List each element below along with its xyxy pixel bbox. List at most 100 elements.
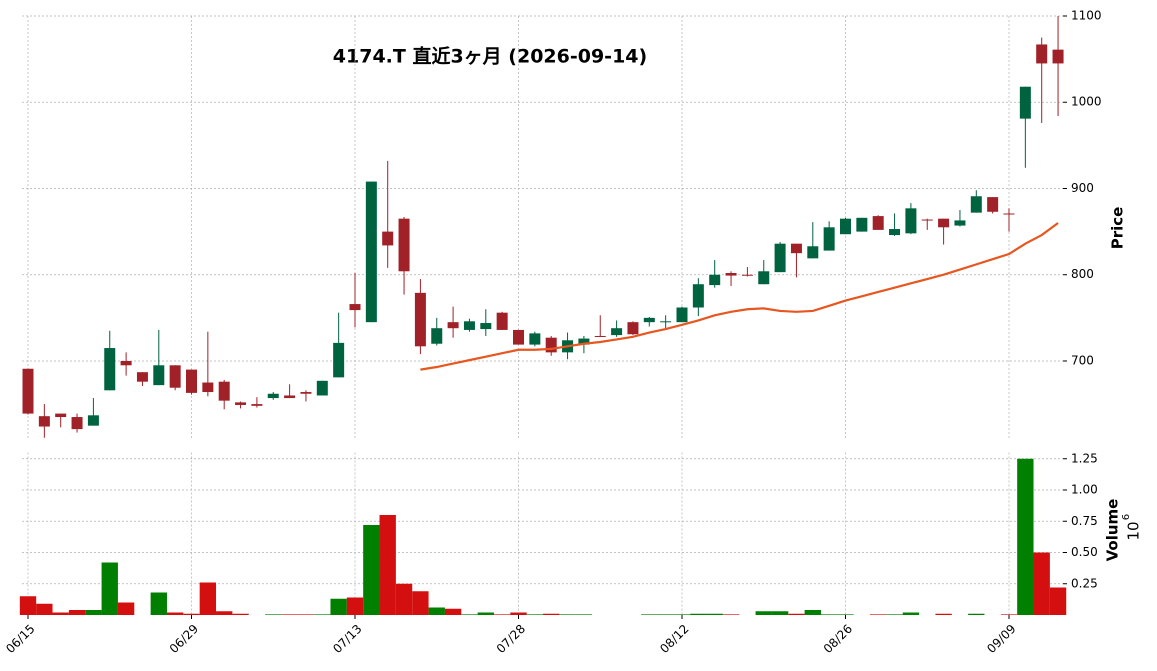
candle-body (938, 218, 950, 228)
candle-body (954, 220, 966, 226)
y-tick-label: 700 (1071, 353, 1094, 367)
candle-body (660, 321, 672, 323)
candle-body (856, 217, 868, 232)
volume-bar (755, 611, 772, 615)
candle-body (463, 321, 475, 330)
candle-body (153, 365, 165, 386)
candle-body (480, 323, 492, 330)
candle-body (1052, 49, 1064, 64)
y-tick-label: 1.25 (1071, 451, 1098, 465)
y-tick-label: 900 (1071, 181, 1094, 195)
y-tick-label: 800 (1071, 267, 1094, 281)
volume-bar (428, 607, 445, 615)
volume-bar (36, 603, 53, 615)
y-tick-label: 1.00 (1071, 483, 1098, 497)
volume-bar (1033, 552, 1050, 615)
x-tick-label: 06/29 (167, 622, 201, 656)
x-tick-label: 08/12 (657, 622, 691, 656)
candle-body (38, 416, 50, 427)
candle-body (709, 274, 721, 286)
candle-body (398, 218, 410, 272)
candle-body (578, 338, 590, 345)
y-tick-label: 1100 (1071, 9, 1102, 23)
candle-body (627, 322, 639, 335)
candle-body (872, 216, 884, 230)
volume-bar (150, 592, 167, 615)
volume-bar (232, 613, 249, 615)
candle-body (235, 402, 247, 405)
y-tick-label: 0.25 (1071, 576, 1098, 590)
candle-body (676, 307, 688, 323)
volume-bar (771, 611, 789, 615)
chart-title: 4174.T 直近3ヶ月 (2026-09-14) (333, 45, 647, 68)
candle-body (284, 395, 296, 399)
volume-bar (85, 610, 102, 615)
candle-body (741, 274, 753, 276)
x-tick-label: 06/15 (3, 622, 37, 656)
candle-body (333, 342, 345, 378)
volume-bar (477, 612, 494, 615)
candle-body (267, 393, 279, 399)
candle-body (692, 284, 704, 308)
x-tick-label: 07/13 (330, 622, 364, 656)
volume-bar (216, 611, 233, 615)
y-tick-label: 0.75 (1071, 514, 1098, 528)
volume-bar (444, 608, 462, 615)
volume-bar (1049, 587, 1067, 615)
candle-body (758, 271, 770, 285)
volume-bar (788, 613, 805, 615)
volume-bar (461, 614, 478, 615)
candle-body (807, 246, 819, 259)
volume-bar (363, 525, 380, 615)
volume-bar (493, 614, 511, 615)
volume-bar (902, 612, 920, 615)
volume-bar (166, 612, 184, 615)
candle-body (202, 382, 214, 393)
volume-bar (101, 562, 118, 615)
volume-bar (19, 596, 37, 615)
volume-bar (379, 515, 396, 615)
candle-body (120, 360, 132, 366)
volume-bar (543, 613, 560, 615)
candle-body (365, 181, 377, 323)
volume-bar (722, 614, 740, 615)
candle-body (643, 317, 655, 323)
candle-body (611, 328, 623, 336)
volume-bar (886, 614, 903, 615)
volume-bar (510, 612, 527, 615)
candle-body (921, 219, 933, 221)
volume-bar (68, 610, 86, 615)
candle-body (300, 392, 312, 394)
candle-body (169, 365, 181, 388)
candle-body (316, 380, 328, 396)
candle-body (905, 208, 917, 234)
candle-body (594, 335, 606, 337)
volume-bar (183, 613, 200, 615)
volume-bar (1017, 458, 1034, 615)
candle-body (545, 337, 557, 353)
volume-bar (820, 614, 838, 615)
volume-bar (837, 614, 854, 615)
x-tick-label: 08/26 (821, 622, 855, 656)
volume-bar (281, 614, 298, 615)
volume-bar (657, 614, 674, 615)
candle-body (840, 218, 851, 235)
volume-offset-exponent: 6 (1121, 514, 1132, 520)
candle-body (790, 243, 802, 254)
candle-body (55, 413, 67, 418)
candle-body (1003, 213, 1015, 215)
volume-bar (1000, 614, 1018, 615)
candle-body (382, 231, 394, 246)
volume-bar (395, 583, 413, 615)
y-tick-label: 0.50 (1071, 545, 1098, 559)
volume-bar (804, 610, 821, 615)
volume-bar (297, 614, 315, 615)
volume-bar (52, 612, 69, 615)
volume-bar (117, 602, 135, 615)
candle-body (251, 404, 263, 406)
volume-bar (559, 614, 576, 615)
volume-bar (870, 614, 887, 615)
volume-axis-label: Volume (1104, 499, 1122, 562)
volume-bar (706, 613, 723, 615)
volume-bar (641, 614, 658, 615)
